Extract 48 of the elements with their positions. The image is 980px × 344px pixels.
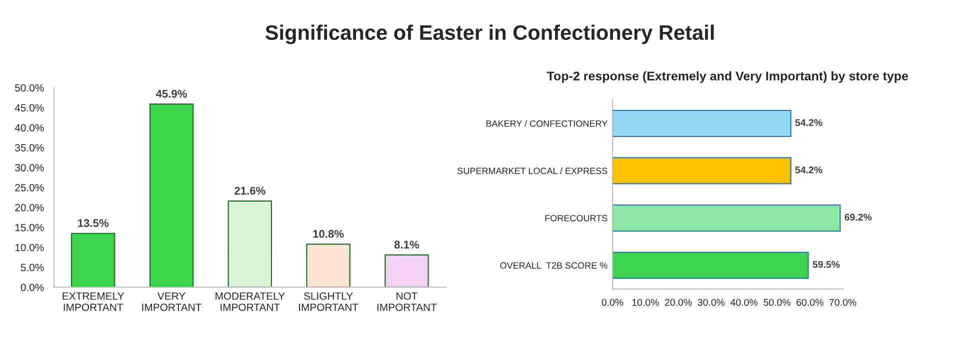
- x-tick-label: 20.0%: [665, 298, 692, 306]
- bar: [70, 232, 116, 288]
- y-tick-label: 30.0%: [15, 164, 44, 172]
- data-label: 59.5%: [812, 261, 840, 268]
- y-tick-label: 40.0%: [14, 124, 44, 132]
- bar: [306, 244, 350, 288]
- y-tick-label: 10.0%: [15, 244, 44, 252]
- y-tick-label: OVERALL T2B SCORE %: [500, 262, 608, 269]
- x-tick-label: 10.0%: [632, 298, 659, 306]
- x-tick-label: VERY IMPORTANT: [142, 292, 202, 311]
- y-tick-label: 0.0%: [20, 284, 44, 292]
- x-tick-label: EXTREMELY IMPORTANT: [62, 292, 124, 311]
- x-tick-label: SLIGHTLY IMPORTANT: [299, 292, 358, 311]
- data-label: 69.2%: [844, 214, 872, 221]
- x-tick-label: 50.0%: [764, 298, 790, 306]
- bar: [384, 254, 429, 288]
- x-tick-label: 0.0%: [602, 298, 624, 306]
- data-label: 10.8%: [313, 230, 344, 238]
- x-tick-label: MODERATELY IMPORTANT: [216, 292, 285, 311]
- y-tick-label: 25.0%: [15, 184, 44, 192]
- y-tick-label: 45.0%: [14, 104, 44, 112]
- bar: [612, 252, 809, 279]
- y-tick-label: FORECOURTS: [545, 214, 608, 222]
- data-label: 54.2%: [795, 166, 822, 174]
- data-label: 8.1%: [394, 240, 420, 249]
- chart-title: Top-2 response (Extremely and Very Important) by store type: [546, 71, 908, 83]
- x-tick-label: NOT IMPORTANT: [377, 292, 437, 311]
- text: Significance of Easter in Confectionery Retail: [265, 24, 714, 44]
- y-tick-label: 20.0%: [15, 204, 44, 212]
- y-tick-label: 5.0%: [20, 264, 44, 272]
- x-tick-label: 60.0%: [796, 298, 824, 306]
- y-tick-label: BAKERY / CONFECTIONERY: [486, 120, 608, 127]
- bar: [612, 204, 841, 232]
- y-tick-label: SUPERMARKET LOCAL / EXPRESS: [458, 167, 608, 174]
- y-tick-label: 15.0%: [15, 224, 44, 232]
- bar: [612, 110, 792, 137]
- x-tick-label: 70.0%: [830, 298, 856, 306]
- data-label: 21.6%: [234, 186, 266, 195]
- x-tick-label: 40.0%: [730, 298, 758, 306]
- data-label: 45.9%: [156, 90, 187, 98]
- data-label: 13.5%: [78, 219, 109, 228]
- data-label: 54.2%: [795, 119, 822, 126]
- bar: [228, 200, 272, 288]
- y-tick-label: 50.0%: [15, 84, 44, 92]
- x-tick-label: 30.0%: [698, 298, 725, 306]
- bar: [149, 104, 194, 288]
- bar: [612, 157, 792, 184]
- y-tick-label: 35.0%: [15, 144, 44, 152]
